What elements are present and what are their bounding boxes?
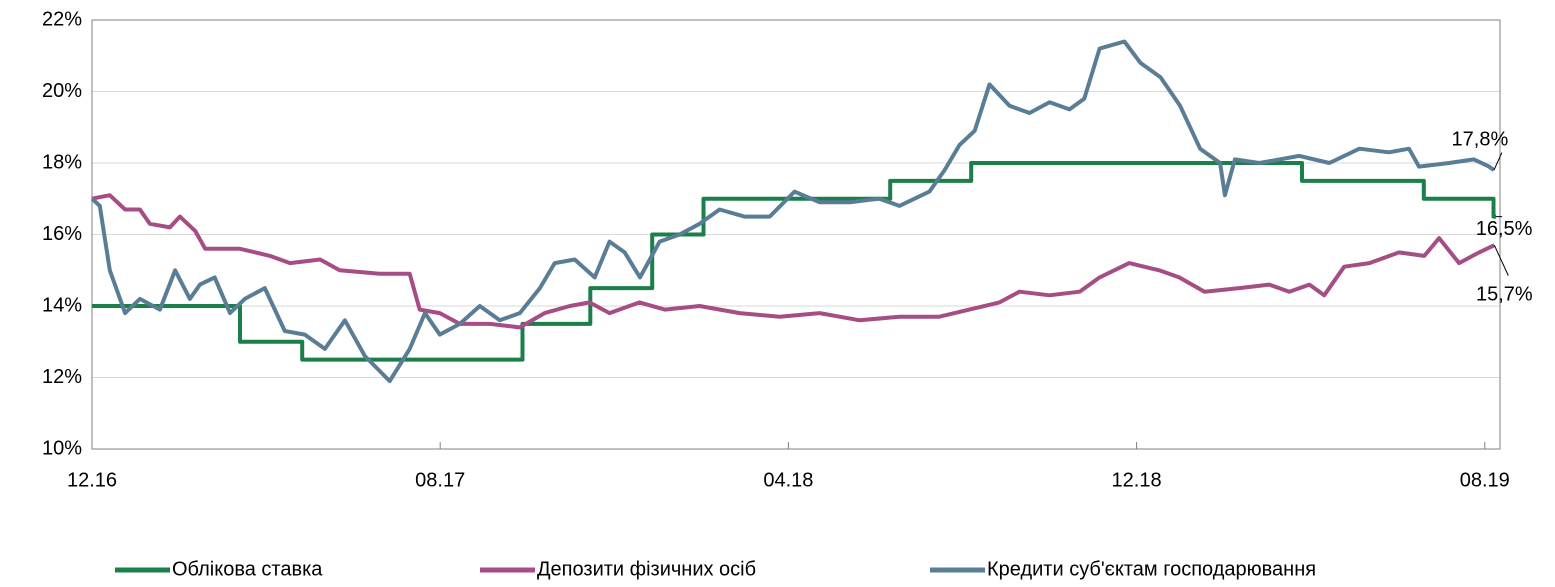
y-tick-label: 10% <box>42 437 82 459</box>
end-label: 15,7% <box>1476 284 1533 306</box>
leader-line <box>1493 245 1509 276</box>
x-tick-label: 12.16 <box>67 469 117 491</box>
legend-label: Депозити фізичних осіб <box>537 558 756 580</box>
x-tick-label: 08.17 <box>415 469 465 491</box>
legend-label: Облікова ставка <box>172 558 323 580</box>
series-line <box>91 193 1496 330</box>
leader-line <box>1493 152 1503 171</box>
series-line <box>92 161 1497 362</box>
x-tick-label: 08.19 <box>1460 469 1510 491</box>
y-tick-label: 16% <box>42 223 82 245</box>
x-tick-label: 12.18 <box>1112 469 1162 491</box>
legend-label: Кредити суб'єктам господарювання <box>987 558 1316 580</box>
end-label: 16,5% <box>1476 218 1533 240</box>
series-line <box>90 39 1496 384</box>
end-label: 17,8% <box>1452 128 1509 150</box>
x-tick-label: 04.18 <box>763 469 813 491</box>
y-tick-label: 12% <box>42 366 82 388</box>
plot-frame <box>91 19 1501 450</box>
y-tick-label: 18% <box>42 151 82 173</box>
y-tick-label: 14% <box>42 294 82 316</box>
y-tick-label: 22% <box>42 8 82 30</box>
y-tick-label: 20% <box>42 80 82 102</box>
